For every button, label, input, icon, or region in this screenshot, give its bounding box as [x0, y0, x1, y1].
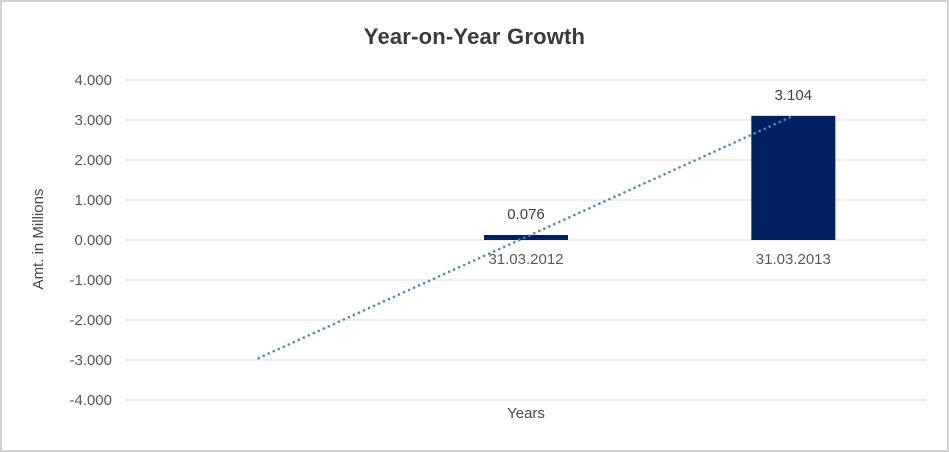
y-axis-tick-label: 1.000 — [74, 192, 112, 209]
x-axis-category-label: 31.03.2013 — [756, 251, 831, 268]
trendline-dotted — [257, 114, 795, 360]
y-axis-tick-label: -4.000 — [69, 392, 112, 409]
y-axis-title: Amt. in Millions — [30, 188, 47, 290]
bar-data-label: 3.104 — [775, 87, 813, 104]
x-axis-title: Years — [507, 405, 545, 422]
y-axis-tick-label: 0.000 — [74, 232, 112, 249]
x-axis-category-label: 31.03.2012 — [488, 251, 563, 268]
y-axis-tick-label: 3.000 — [74, 112, 112, 129]
bar-data-label: 0.076 — [507, 206, 545, 223]
y-axis-tick-label: 4.000 — [74, 72, 112, 89]
y-axis-tick-label: -2.000 — [69, 312, 112, 329]
y-axis-tick-label: -3.000 — [69, 352, 112, 369]
y-axis-tick-label: 2.000 — [74, 152, 112, 169]
y-axis-tick-label: -1.000 — [69, 272, 112, 289]
chart-title: Year-on-Year Growth — [363, 24, 586, 49]
bar — [751, 115, 836, 240]
bar — [484, 235, 568, 240]
